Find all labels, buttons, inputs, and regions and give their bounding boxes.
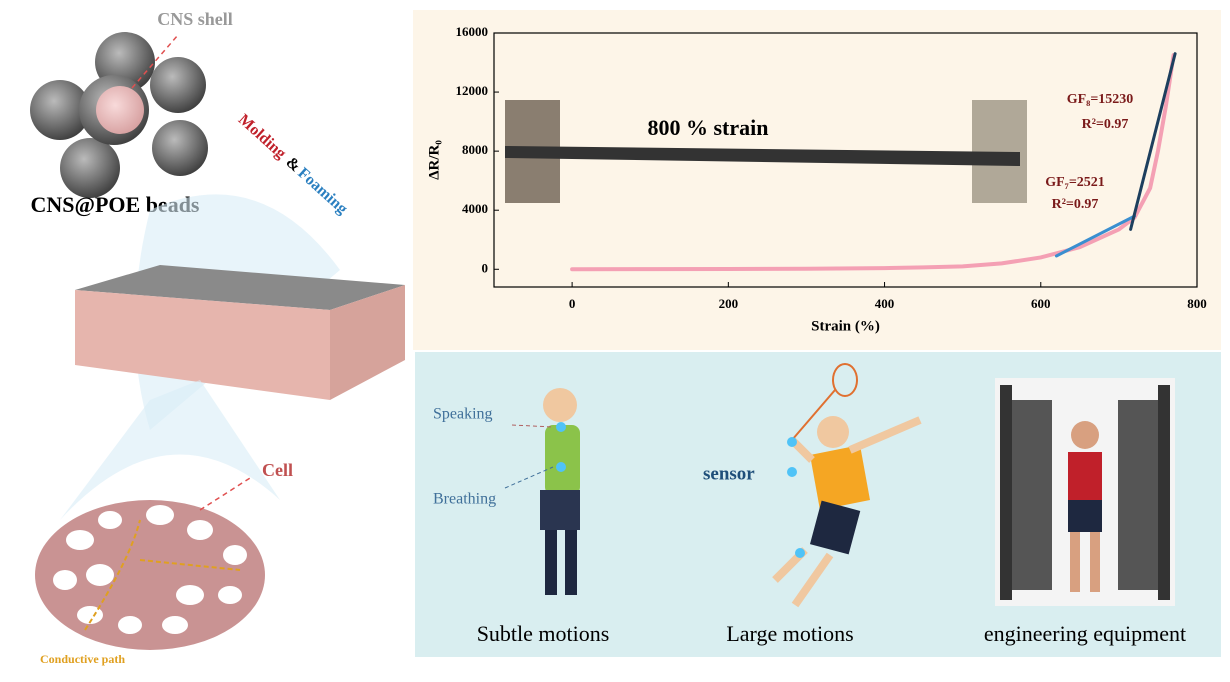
captions: Subtle motions Large motions engineering e… — [477, 621, 1186, 646]
annotation: GF₈=15230 — [1067, 92, 1134, 107]
label: Foaming — [294, 165, 350, 218]
path-line — [84, 519, 241, 631]
caption: Large motions — [726, 621, 853, 646]
arrow — [199, 477, 251, 511]
annotation: 800 % strain — [648, 115, 769, 140]
stretched-sample — [505, 146, 1020, 166]
label: Molding — [235, 111, 289, 162]
annotation: R²=0.97 — [1052, 197, 1099, 212]
caption: Subtle motions — [477, 621, 610, 646]
y-tick-label: 8000 — [462, 142, 488, 157]
y-tick-label: 4000 — [462, 201, 488, 216]
cells — [53, 505, 247, 634]
caption: engineering equipment — [984, 621, 1186, 646]
x-tick-label: 200 — [719, 296, 739, 311]
x-tick-label: 800 — [1187, 296, 1207, 311]
x-tick-label: 0 — [569, 296, 576, 311]
y-tick-label: 0 — [482, 260, 489, 275]
label: Speaking — [433, 406, 493, 423]
equipment — [995, 378, 1175, 606]
label: CNS shell — [157, 9, 233, 29]
person-large — [772, 363, 922, 608]
label: sensor — [703, 463, 755, 484]
data-line — [570, 53, 1176, 272]
beads-illustration — [30, 32, 208, 198]
plot-frame — [493, 32, 1198, 288]
label: Conductive path — [40, 652, 125, 666]
y-tick-label: 16000 — [456, 24, 489, 39]
annotation: GF₇=2521 — [1045, 175, 1105, 190]
x-axis-label: Strain (%) — [811, 318, 880, 334]
label: Cell — [262, 460, 293, 480]
x-tick-label: 400 — [875, 296, 895, 311]
data-line — [1054, 214, 1137, 258]
inset-photo — [972, 100, 1027, 203]
annotation: R²=0.97 — [1082, 117, 1129, 132]
person-subtle — [504, 388, 580, 595]
y-axis-label: ΔR/R₀ — [426, 140, 442, 180]
x-tick-label: 600 — [1031, 296, 1051, 311]
beam — [60, 380, 280, 520]
y-tick-label: 12000 — [456, 83, 489, 98]
foam-block — [75, 265, 405, 400]
label: Breathing — [433, 491, 496, 508]
data-line — [1129, 52, 1177, 231]
